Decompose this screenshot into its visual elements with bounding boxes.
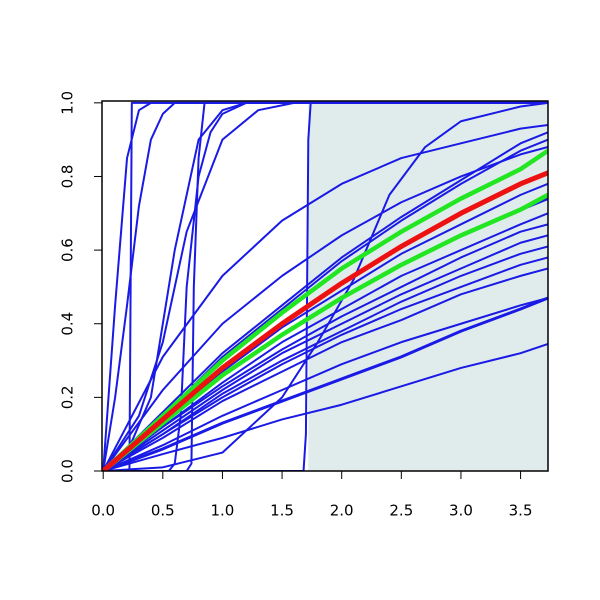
y-tick-label: 0.8 (59, 165, 77, 189)
y-tick-label: 0.0 (59, 459, 77, 483)
x-tick-label: 2.5 (389, 502, 413, 520)
x-tick-label: 3.0 (449, 502, 473, 520)
curve (102, 101, 548, 471)
plot-frame (101, 100, 549, 472)
curve (102, 296, 548, 471)
curve (102, 131, 548, 471)
y-tick-label: 0.6 (59, 238, 77, 262)
curve (102, 101, 548, 471)
x-tick-label: 1.5 (270, 502, 294, 520)
curve (102, 256, 548, 471)
y-tick-label: 1.0 (59, 91, 77, 115)
curve (102, 245, 548, 471)
curve (102, 170, 548, 471)
x-tick-label: 1.0 (211, 502, 235, 520)
x-tick-label: 3.5 (509, 502, 533, 520)
curve (102, 223, 548, 471)
curve (102, 123, 548, 471)
x-tick-label: 2.0 (330, 502, 354, 520)
curve (102, 343, 548, 471)
x-tick-label: 0.5 (151, 502, 175, 520)
y-tick-label: 0.4 (59, 312, 77, 336)
curve (102, 192, 548, 471)
curve (102, 234, 548, 471)
curve (102, 148, 548, 471)
curve (102, 267, 548, 471)
x-tick-label: 0.0 (91, 502, 115, 520)
curve (102, 212, 548, 471)
curve (102, 297, 548, 471)
y-tick-label: 0.2 (59, 385, 77, 409)
curve (103, 101, 548, 471)
curve (103, 101, 548, 471)
